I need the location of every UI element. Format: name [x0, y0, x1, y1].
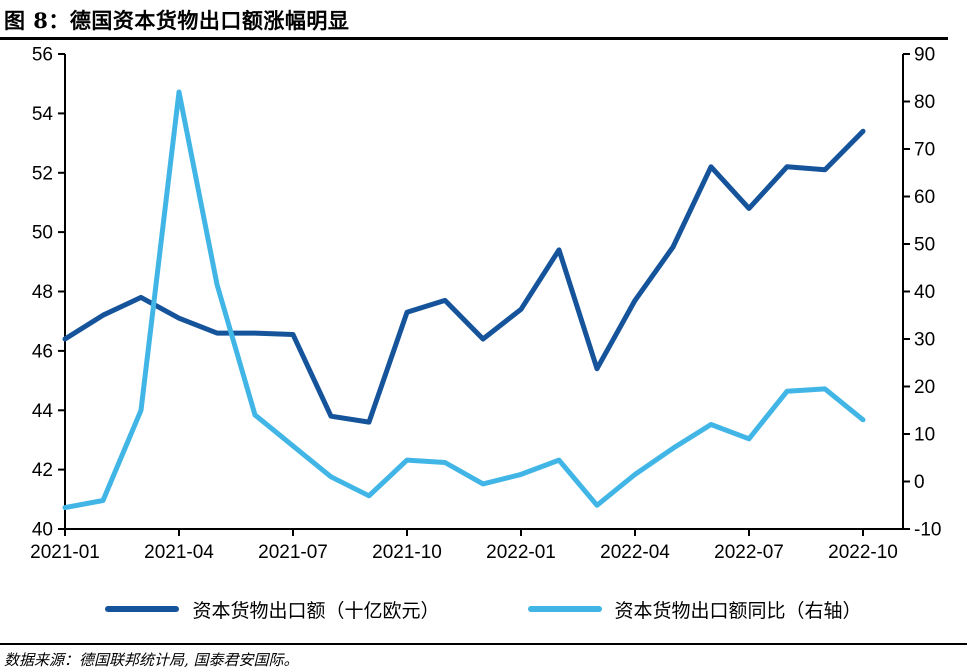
series-line-export-value	[62, 128, 866, 425]
right-axis-tick-label: 30	[914, 330, 935, 351]
left-axis-tick-label: 46	[32, 341, 53, 362]
legend-line-dark-swatch	[105, 606, 180, 612]
right-axis-tick-label: 60	[914, 187, 935, 208]
left-axis-tick-label: 44	[32, 401, 54, 422]
x-axis-tick-label: 2021-10	[372, 542, 442, 563]
chart-legend: 资本货物出口额（十亿欧元） 资本货物出口额同比（右轴）	[0, 592, 967, 626]
legend-line-light-swatch	[527, 606, 602, 612]
left-axis-tick-label: 56	[32, 45, 53, 66]
legend-label-export-yoy: 资本货物出口额同比（右轴）	[614, 599, 862, 622]
legend-item-export-value: 资本货物出口额（十亿欧元）	[105, 596, 440, 623]
left-axis-tick-label: 54	[32, 104, 54, 125]
chart-title: 图 8：德国资本货物出口额涨幅明显	[4, 8, 350, 33]
data-source-note: 数据来源：德国联邦统计局, 国泰君安国际。	[4, 651, 299, 669]
right-axis-tick-label: 90	[914, 45, 935, 66]
right-axis-tick-label: 80	[914, 92, 935, 113]
x-axis-tick-label: 2022-04	[600, 542, 670, 563]
chart-area: 40 42 44 46 48 50 52 54 56 -10 0 10 20 30 40 50 60 70 80 90…	[30, 45, 941, 564]
legend-item-export-yoy: 资本货物出口额同比（右轴）	[527, 596, 862, 623]
series-line-yoy	[62, 89, 866, 511]
left-axis-tick-label: 42	[32, 460, 53, 481]
x-axis-tick-label: 2022-01	[486, 542, 556, 563]
left-axis-tick-label: 48	[32, 282, 53, 303]
right-axis-tick-label: 10	[914, 425, 935, 446]
x-axis-tick-label: 2022-07	[714, 542, 784, 563]
x-axis-tick-label: 2022-10	[828, 542, 898, 563]
x-axis-tick-label: 2021-01	[30, 542, 100, 563]
left-axis-tick-label: 50	[32, 223, 53, 244]
axis-frame	[64, 54, 904, 530]
x-axis-tick-label: 2021-07	[258, 542, 328, 563]
legend-label-export-value: 资本货物出口额（十亿欧元）	[192, 599, 440, 622]
right-axis-tick-label: 70	[914, 140, 935, 161]
right-axis-tick-label: 20	[914, 377, 935, 398]
right-axis-tick-label: 0	[914, 472, 925, 493]
left-axis-tick-label: 52	[32, 163, 53, 184]
x-axis-tick-label: 2021-04	[144, 542, 214, 563]
right-axis-tick-label: -10	[914, 520, 941, 541]
right-axis-tick-label: 40	[914, 282, 935, 303]
left-axis-tick-label: 40	[32, 520, 53, 541]
source-divider	[0, 643, 967, 645]
right-axis-tick-label: 50	[914, 235, 935, 256]
line-chart-svg: 40 42 44 46 48 50 52 54 56 -10 0 10 20 30 40 50 60 70 80 90…	[30, 45, 941, 564]
title-divider	[0, 37, 948, 40]
